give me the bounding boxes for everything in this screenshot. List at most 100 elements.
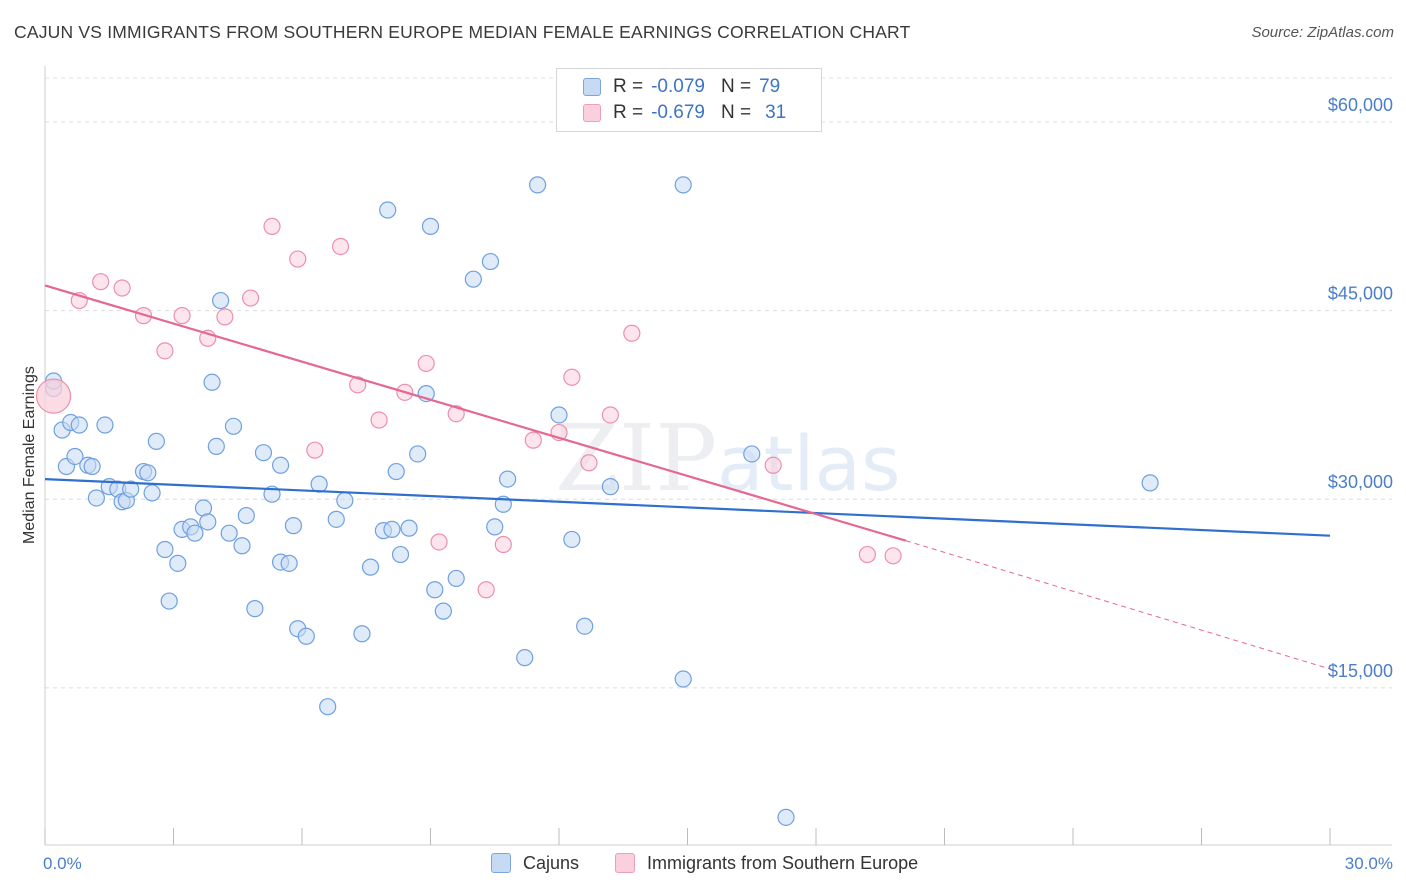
immigrant-point bbox=[884, 547, 902, 565]
cajun-point bbox=[169, 554, 187, 572]
cajun-point bbox=[486, 518, 504, 536]
cajun-point bbox=[447, 569, 465, 588]
cajun-point bbox=[139, 464, 157, 482]
watermark-atlas: atlas bbox=[717, 419, 901, 508]
immigrant-point bbox=[331, 237, 350, 256]
legend-row-immigrants: R = -0.679 N = 31 bbox=[583, 100, 794, 126]
cajun-point bbox=[336, 491, 354, 510]
cajun-point bbox=[481, 252, 500, 271]
immigrant-point bbox=[524, 431, 542, 449]
cajun-point bbox=[66, 447, 84, 466]
cajun-point bbox=[391, 545, 410, 564]
immigrant-point bbox=[430, 533, 448, 551]
cajun-point bbox=[1141, 474, 1159, 492]
cajun-point bbox=[550, 406, 568, 424]
cajun-point bbox=[674, 176, 692, 194]
immigrant-point bbox=[173, 307, 191, 325]
cajun-point bbox=[361, 558, 380, 576]
cajun-point bbox=[434, 602, 452, 620]
legend-row-cajuns: R = -0.079 N = 79 bbox=[583, 74, 788, 100]
cajun-point bbox=[280, 554, 298, 572]
legend-n-value: 79 bbox=[759, 76, 781, 97]
immigrant-point bbox=[263, 217, 281, 235]
cajun-point bbox=[147, 432, 165, 450]
series-label-immigrants: Immigrants from Southern Europe bbox=[647, 852, 919, 873]
chart-title: CAJUN VS IMMIGRANTS FROM SOUTHERN EUROPE… bbox=[14, 22, 911, 42]
cajun-point bbox=[207, 437, 225, 456]
cajun-point bbox=[233, 537, 251, 555]
watermark-zip: ZIP bbox=[555, 405, 717, 512]
cajun-point bbox=[199, 513, 217, 531]
legend-n-label: N = bbox=[720, 102, 752, 123]
source-label: Source: ZipAtlas.com bbox=[1251, 24, 1394, 41]
cajun-point bbox=[464, 270, 482, 288]
immigrant-point bbox=[370, 411, 388, 429]
cajun-point bbox=[528, 176, 547, 194]
cajun-point bbox=[516, 649, 534, 667]
cajun-point bbox=[83, 457, 101, 476]
cajun-point bbox=[156, 540, 174, 559]
cajun-point bbox=[224, 417, 243, 435]
legend-n-value: 31 bbox=[765, 102, 787, 123]
immigrant-point bbox=[563, 368, 581, 386]
immigrant-point bbox=[447, 405, 465, 423]
cajun-point bbox=[319, 698, 337, 716]
immigrant-point bbox=[764, 456, 782, 474]
axes bbox=[44, 66, 1392, 846]
legend-swatch-immigrants bbox=[583, 104, 601, 122]
cajun-point bbox=[186, 524, 204, 542]
cajun-point bbox=[96, 416, 114, 434]
series-legend-immigrants: Immigrants from Southern Europe bbox=[615, 850, 918, 876]
cajun-point bbox=[777, 808, 795, 826]
immigrant-point bbox=[156, 342, 174, 360]
immigrant-trend-line bbox=[44, 284, 907, 542]
cajun-point bbox=[203, 373, 221, 391]
immigrant-trend-extension bbox=[905, 540, 1331, 670]
immigrant-point bbox=[477, 581, 495, 599]
cajun-point bbox=[254, 444, 273, 462]
cajun-point bbox=[220, 524, 238, 542]
immigrant-point bbox=[113, 279, 131, 297]
cajun-point bbox=[246, 600, 264, 618]
legend-r-label: R = bbox=[613, 76, 644, 97]
immigrant-point bbox=[242, 289, 260, 307]
legend-r-value: -0.679 bbox=[651, 102, 705, 123]
series-swatch-cajuns bbox=[491, 853, 511, 873]
immigrant-point bbox=[494, 535, 512, 554]
legend-r-label: R = bbox=[613, 102, 644, 123]
cajun-point bbox=[421, 217, 440, 235]
x-tick-label: 0.0% bbox=[43, 854, 82, 873]
cajun-point bbox=[160, 592, 178, 610]
cajun-point bbox=[143, 484, 161, 502]
cajun-point bbox=[212, 291, 230, 310]
y-tick-label: $45,000 bbox=[1328, 284, 1393, 304]
legend-n-label: N = bbox=[720, 76, 752, 97]
gridlines bbox=[45, 77, 1392, 689]
immigrant-point bbox=[580, 454, 598, 472]
cajun-point bbox=[353, 625, 371, 643]
cajun-point bbox=[426, 581, 444, 599]
series-swatch-immigrants bbox=[615, 853, 635, 873]
cajun-point bbox=[284, 517, 303, 535]
x-tick-label: 30.0% bbox=[1345, 854, 1393, 873]
immigrant-point bbox=[216, 308, 234, 326]
cajun-point bbox=[409, 445, 427, 463]
trend-lines bbox=[44, 284, 1331, 670]
series-label-cajuns: Cajuns bbox=[523, 852, 580, 873]
immigrant-point bbox=[858, 545, 877, 564]
cajun-point bbox=[743, 445, 761, 463]
immigrant-point bbox=[35, 378, 72, 414]
y-tick-label: $15,000 bbox=[1328, 661, 1393, 681]
cajun-point bbox=[327, 510, 345, 528]
cajun-point bbox=[310, 475, 328, 493]
correlation-legend: R = -0.079 N = 79 R = -0.679 N = 31 bbox=[556, 68, 822, 132]
cajun-point bbox=[237, 506, 255, 525]
tick-labels: $15,000 $30,000 $45,000 $60,000 0.0% 30.0% bbox=[43, 95, 1393, 873]
immigrant-point bbox=[623, 324, 641, 342]
cajun-point bbox=[122, 480, 140, 498]
cajun-point bbox=[379, 201, 397, 219]
y-tick-label: $60,000 bbox=[1328, 95, 1393, 115]
immigrant-point bbox=[417, 354, 435, 373]
cajun-point bbox=[383, 520, 401, 538]
immigrant-point bbox=[289, 250, 307, 268]
